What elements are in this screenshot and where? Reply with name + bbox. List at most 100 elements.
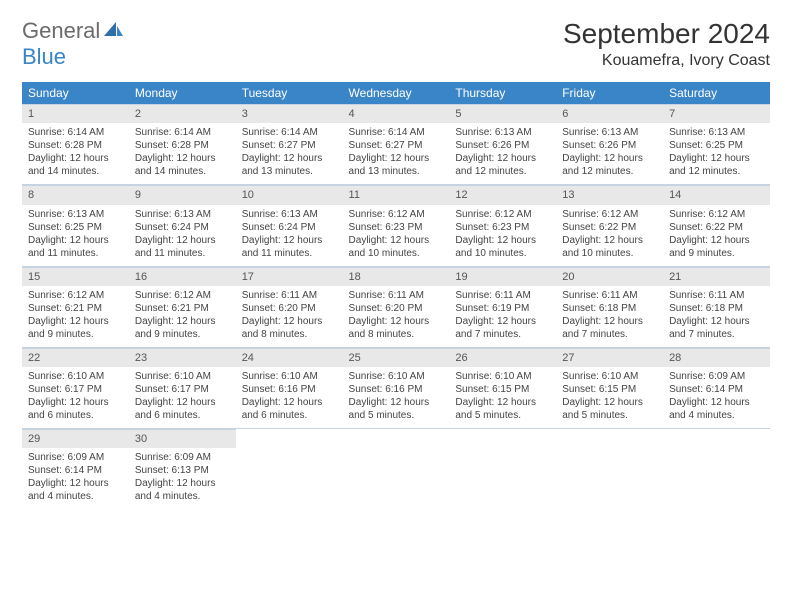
day-number: 17: [236, 267, 343, 286]
sunset-text: Sunset: 6:18 PM: [562, 302, 657, 315]
calendar-day-cell: 8Sunrise: 6:13 AMSunset: 6:25 PMDaylight…: [22, 185, 129, 266]
sunset-text: Sunset: 6:20 PM: [242, 302, 337, 315]
day-number: 10: [236, 185, 343, 204]
daylight-line1: Daylight: 12 hours: [349, 152, 444, 165]
daylight-line2: and 14 minutes.: [28, 165, 123, 178]
calendar-day-cell: 2Sunrise: 6:14 AMSunset: 6:28 PMDaylight…: [129, 104, 236, 185]
calendar-day-cell: 6Sunrise: 6:13 AMSunset: 6:26 PMDaylight…: [556, 104, 663, 185]
sunrise-text: Sunrise: 6:12 AM: [349, 208, 444, 221]
daylight-line2: and 9 minutes.: [669, 247, 764, 260]
sunrise-text: Sunrise: 6:11 AM: [562, 289, 657, 302]
calendar-day-cell: [343, 429, 450, 510]
daylight-line1: Daylight: 12 hours: [562, 396, 657, 409]
daylight-line2: and 13 minutes.: [242, 165, 337, 178]
daylight-line2: and 12 minutes.: [455, 165, 550, 178]
day-body: Sunrise: 6:12 AMSunset: 6:22 PMDaylight:…: [556, 205, 663, 266]
day-number: 15: [22, 267, 129, 286]
daylight-line2: and 11 minutes.: [28, 247, 123, 260]
sunset-text: Sunset: 6:27 PM: [349, 139, 444, 152]
calendar-day-cell: 26Sunrise: 6:10 AMSunset: 6:15 PMDayligh…: [449, 347, 556, 428]
daylight-line1: Daylight: 12 hours: [562, 152, 657, 165]
day-body: Sunrise: 6:11 AMSunset: 6:20 PMDaylight:…: [343, 286, 450, 347]
weekday-header: Saturday: [663, 82, 770, 104]
day-body: Sunrise: 6:14 AMSunset: 6:27 PMDaylight:…: [343, 123, 450, 184]
day-body: Sunrise: 6:11 AMSunset: 6:18 PMDaylight:…: [556, 286, 663, 347]
sunset-text: Sunset: 6:17 PM: [135, 383, 230, 396]
sunset-text: Sunset: 6:14 PM: [28, 464, 123, 477]
sunset-text: Sunset: 6:15 PM: [562, 383, 657, 396]
daylight-line1: Daylight: 12 hours: [28, 315, 123, 328]
daylight-line2: and 9 minutes.: [28, 328, 123, 341]
daylight-line2: and 4 minutes.: [669, 409, 764, 422]
day-body: Sunrise: 6:10 AMSunset: 6:15 PMDaylight:…: [556, 367, 663, 428]
day-body: Sunrise: 6:10 AMSunset: 6:16 PMDaylight:…: [236, 367, 343, 428]
day-number: 13: [556, 185, 663, 204]
weekday-header: Monday: [129, 82, 236, 104]
sunset-text: Sunset: 6:24 PM: [135, 221, 230, 234]
daylight-line2: and 4 minutes.: [135, 490, 230, 503]
daylight-line2: and 8 minutes.: [349, 328, 444, 341]
daylight-line1: Daylight: 12 hours: [562, 315, 657, 328]
calendar-day-cell: 16Sunrise: 6:12 AMSunset: 6:21 PMDayligh…: [129, 266, 236, 347]
calendar-day-cell: [236, 429, 343, 510]
sunset-text: Sunset: 6:20 PM: [349, 302, 444, 315]
sunrise-text: Sunrise: 6:14 AM: [242, 126, 337, 139]
day-number: 16: [129, 267, 236, 286]
day-number: 27: [556, 348, 663, 367]
day-number: 1: [22, 104, 129, 123]
daylight-line1: Daylight: 12 hours: [242, 396, 337, 409]
daylight-line2: and 12 minutes.: [669, 165, 764, 178]
calendar-header-row: SundayMondayTuesdayWednesdayThursdayFrid…: [22, 82, 770, 104]
daylight-line1: Daylight: 12 hours: [455, 315, 550, 328]
day-number: 6: [556, 104, 663, 123]
day-number: 19: [449, 267, 556, 286]
sunset-text: Sunset: 6:27 PM: [242, 139, 337, 152]
sunrise-text: Sunrise: 6:09 AM: [28, 451, 123, 464]
day-body: Sunrise: 6:13 AMSunset: 6:25 PMDaylight:…: [663, 123, 770, 184]
daylight-line2: and 7 minutes.: [669, 328, 764, 341]
daylight-line2: and 11 minutes.: [242, 247, 337, 260]
day-body: Sunrise: 6:10 AMSunset: 6:15 PMDaylight:…: [449, 367, 556, 428]
sunrise-text: Sunrise: 6:12 AM: [28, 289, 123, 302]
day-body: Sunrise: 6:13 AMSunset: 6:26 PMDaylight:…: [556, 123, 663, 184]
day-body: Sunrise: 6:12 AMSunset: 6:23 PMDaylight:…: [449, 205, 556, 266]
daylight-line2: and 9 minutes.: [135, 328, 230, 341]
day-number: 5: [449, 104, 556, 123]
day-body: Sunrise: 6:12 AMSunset: 6:21 PMDaylight:…: [129, 286, 236, 347]
logo-blue-text: Blue: [22, 44, 66, 69]
day-number: 23: [129, 348, 236, 367]
sunrise-text: Sunrise: 6:10 AM: [455, 370, 550, 383]
daylight-line2: and 6 minutes.: [28, 409, 123, 422]
daylight-line2: and 6 minutes.: [242, 409, 337, 422]
sunrise-text: Sunrise: 6:10 AM: [135, 370, 230, 383]
calendar-week-row: 15Sunrise: 6:12 AMSunset: 6:21 PMDayligh…: [22, 266, 770, 347]
daylight-line1: Daylight: 12 hours: [455, 396, 550, 409]
day-number: 28: [663, 348, 770, 367]
calendar-day-cell: [663, 429, 770, 510]
day-number: 30: [129, 429, 236, 448]
day-number: 22: [22, 348, 129, 367]
daylight-line2: and 5 minutes.: [562, 409, 657, 422]
day-number: 24: [236, 348, 343, 367]
calendar-table: SundayMondayTuesdayWednesdayThursdayFrid…: [22, 82, 770, 509]
day-number: 9: [129, 185, 236, 204]
sunset-text: Sunset: 6:14 PM: [669, 383, 764, 396]
sunrise-text: Sunrise: 6:13 AM: [135, 208, 230, 221]
weekday-header: Tuesday: [236, 82, 343, 104]
calendar-day-cell: 5Sunrise: 6:13 AMSunset: 6:26 PMDaylight…: [449, 104, 556, 185]
day-body: Sunrise: 6:11 AMSunset: 6:19 PMDaylight:…: [449, 286, 556, 347]
sunrise-text: Sunrise: 6:11 AM: [242, 289, 337, 302]
calendar-day-cell: 25Sunrise: 6:10 AMSunset: 6:16 PMDayligh…: [343, 347, 450, 428]
calendar-day-cell: 22Sunrise: 6:10 AMSunset: 6:17 PMDayligh…: [22, 347, 129, 428]
calendar-day-cell: 28Sunrise: 6:09 AMSunset: 6:14 PMDayligh…: [663, 347, 770, 428]
sunrise-text: Sunrise: 6:10 AM: [242, 370, 337, 383]
daylight-line1: Daylight: 12 hours: [135, 234, 230, 247]
calendar-day-cell: 7Sunrise: 6:13 AMSunset: 6:25 PMDaylight…: [663, 104, 770, 185]
daylight-line1: Daylight: 12 hours: [669, 396, 764, 409]
sunrise-text: Sunrise: 6:13 AM: [562, 126, 657, 139]
daylight-line2: and 8 minutes.: [242, 328, 337, 341]
sunset-text: Sunset: 6:17 PM: [28, 383, 123, 396]
daylight-line2: and 10 minutes.: [455, 247, 550, 260]
day-body: Sunrise: 6:12 AMSunset: 6:22 PMDaylight:…: [663, 205, 770, 266]
calendar-day-cell: 30Sunrise: 6:09 AMSunset: 6:13 PMDayligh…: [129, 429, 236, 510]
